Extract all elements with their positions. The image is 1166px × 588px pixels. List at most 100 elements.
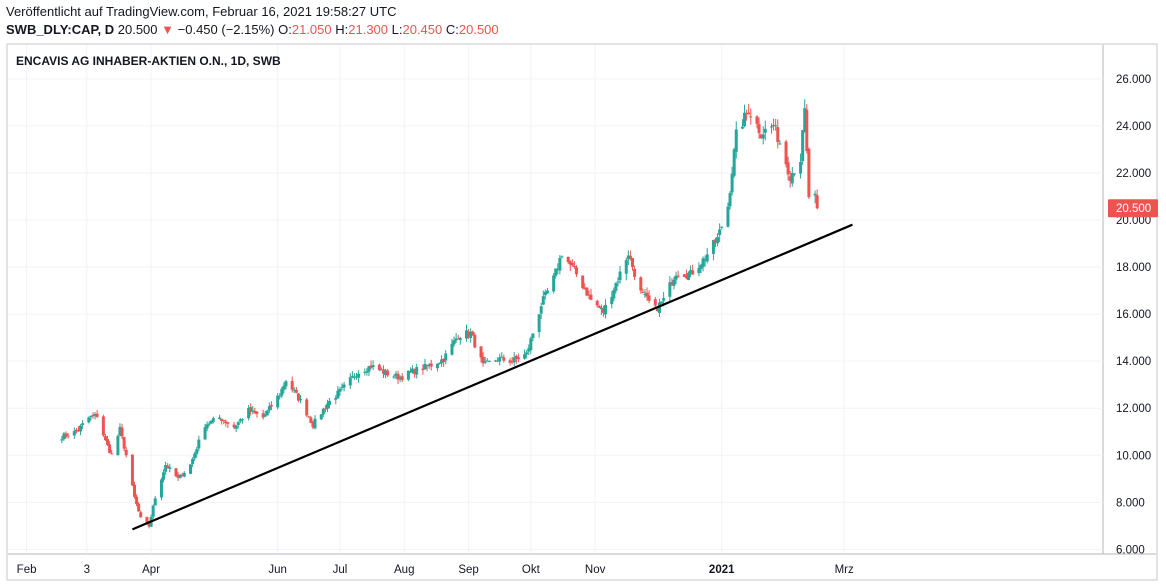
candle-body bbox=[672, 279, 676, 286]
chart-title: ENCAVIS AG INHABER-AKTIEN O.N., 1D, SWB bbox=[16, 54, 281, 68]
candle-body bbox=[120, 427, 124, 437]
candle-body bbox=[444, 353, 448, 361]
candle-body bbox=[487, 360, 491, 362]
symbol-label: SWB_DLY:CAP, D bbox=[6, 22, 115, 37]
y-tick-label: 26.000 bbox=[1116, 74, 1151, 86]
candle-body bbox=[162, 472, 166, 480]
candle-body bbox=[352, 376, 356, 378]
candle-body bbox=[807, 148, 811, 198]
candle-body bbox=[599, 307, 603, 310]
candle-body bbox=[763, 128, 767, 133]
time-axis[interactable]: Feb 3 Apr Jun Jul Aug Sep Okt Nov 2021 Mrz bbox=[17, 564, 854, 576]
published-info: Veröffentlicht auf TradingView.com, Febr… bbox=[6, 4, 397, 19]
candle-body bbox=[423, 363, 427, 370]
candle-body bbox=[305, 399, 309, 416]
candle-body bbox=[442, 358, 446, 363]
candle-body bbox=[253, 410, 257, 413]
candle-body bbox=[516, 357, 520, 360]
candle-body bbox=[786, 162, 790, 175]
candle-body bbox=[790, 172, 794, 184]
candle-body bbox=[151, 505, 155, 517]
candle-body bbox=[784, 141, 788, 165]
candle-body bbox=[116, 436, 120, 456]
candle-body bbox=[178, 474, 182, 479]
candle-body bbox=[728, 193, 732, 207]
trendline-group[interactable] bbox=[131, 223, 853, 531]
candle-body bbox=[110, 453, 114, 455]
candle-body bbox=[263, 414, 267, 417]
candle-body bbox=[701, 258, 705, 267]
candle-body bbox=[803, 108, 807, 132]
high-value: 21.300 bbox=[348, 22, 389, 37]
candle-body bbox=[93, 413, 97, 416]
candle-body bbox=[180, 474, 184, 477]
candle-body bbox=[382, 369, 385, 374]
candle-body bbox=[537, 314, 541, 332]
candle-body bbox=[118, 426, 122, 436]
candle-body bbox=[95, 413, 99, 417]
price-axis[interactable]: 26.000 24.000 22.000 20.000 18.000 16.000 14.0… bbox=[1116, 74, 1151, 557]
candle-body bbox=[631, 257, 634, 267]
candle-body bbox=[220, 418, 224, 421]
candle-body bbox=[108, 444, 112, 453]
candle-body bbox=[106, 439, 110, 445]
candle-body bbox=[261, 413, 265, 418]
y-tick-label: 18.000 bbox=[1116, 262, 1151, 274]
candle-body bbox=[730, 173, 734, 193]
candle-body bbox=[543, 291, 547, 296]
candle-body bbox=[660, 301, 664, 304]
candle-body bbox=[604, 304, 608, 315]
candle-body bbox=[450, 343, 454, 355]
candle-body bbox=[612, 290, 616, 299]
candle-body bbox=[502, 357, 506, 361]
candle-body bbox=[311, 422, 315, 428]
y-tick-label: 22.000 bbox=[1116, 168, 1151, 180]
candle-body bbox=[296, 393, 300, 401]
candle-body bbox=[139, 512, 143, 518]
candle-body bbox=[687, 272, 691, 280]
candle-body bbox=[554, 268, 558, 276]
candle-body bbox=[774, 125, 778, 127]
candle-body bbox=[276, 395, 280, 408]
open-key: O: bbox=[278, 22, 292, 37]
candle-body bbox=[240, 419, 244, 421]
candle-body bbox=[747, 112, 751, 115]
high-key: H: bbox=[335, 22, 349, 37]
candle-body bbox=[801, 130, 805, 162]
candle-body bbox=[232, 424, 236, 428]
candle-body bbox=[438, 362, 442, 364]
candle-body bbox=[485, 360, 489, 362]
candle-body bbox=[309, 417, 313, 423]
candle-body bbox=[496, 360, 500, 362]
y-tick-label: 20.000 bbox=[1116, 215, 1151, 227]
candle-body bbox=[145, 517, 149, 523]
candle-body bbox=[334, 397, 338, 400]
candle-body bbox=[122, 437, 126, 449]
candle-body bbox=[408, 371, 412, 373]
candle-body bbox=[473, 334, 477, 348]
candle-body bbox=[500, 356, 504, 358]
candle-body bbox=[350, 375, 354, 377]
candle-body bbox=[189, 464, 193, 474]
candle-body bbox=[191, 458, 195, 465]
candle-body bbox=[643, 294, 647, 296]
candle-body bbox=[66, 435, 70, 437]
candle-body bbox=[788, 176, 792, 181]
y-tick-label: 8.000 bbox=[1116, 497, 1145, 509]
chart-frame bbox=[6, 43, 1158, 581]
candle-body bbox=[292, 390, 296, 392]
candle-body bbox=[340, 386, 344, 388]
candle-body bbox=[498, 357, 502, 362]
candle-body bbox=[647, 295, 651, 301]
candle-body bbox=[699, 265, 703, 269]
candle-body bbox=[284, 381, 288, 387]
candle-body bbox=[653, 299, 657, 306]
candle-body bbox=[616, 281, 620, 283]
x-tick-label: Aug bbox=[394, 564, 414, 576]
candle-body bbox=[531, 333, 535, 339]
candle-body bbox=[62, 433, 66, 440]
candle-body bbox=[595, 300, 599, 306]
candle-body bbox=[440, 359, 444, 364]
candle-body bbox=[734, 129, 738, 152]
